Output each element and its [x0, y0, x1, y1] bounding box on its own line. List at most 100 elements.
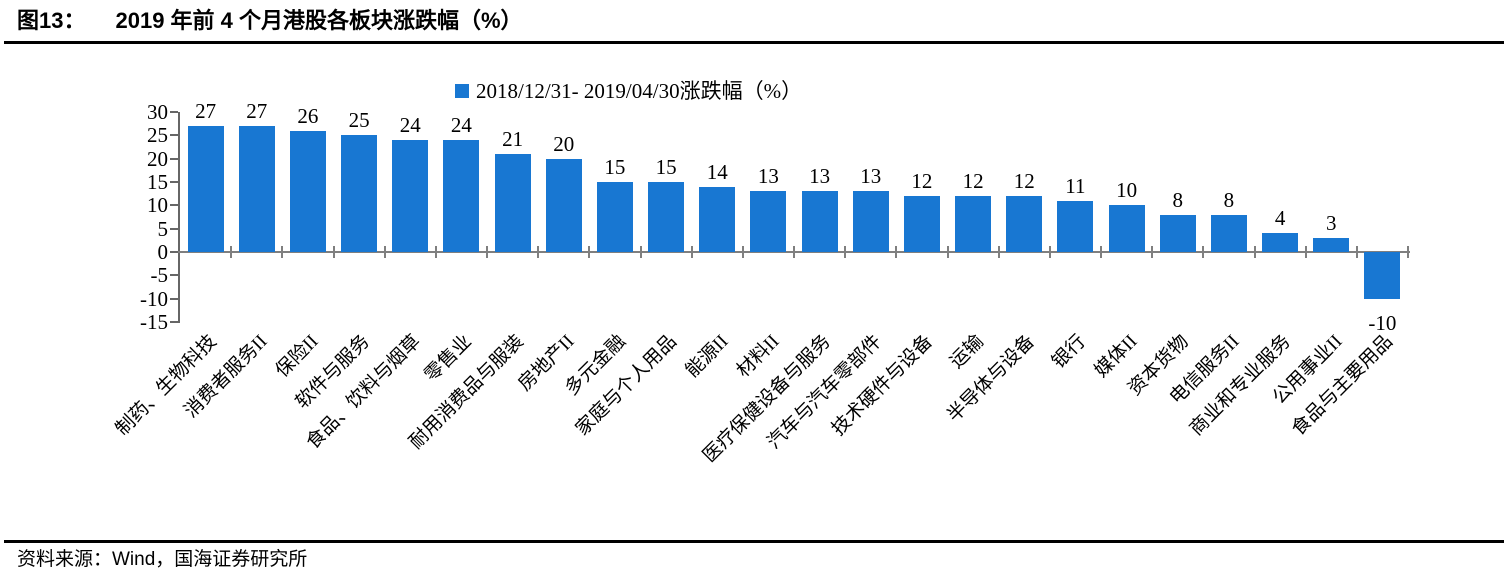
bar [1313, 238, 1350, 252]
x-axis-tick [895, 246, 898, 258]
legend-label: 2018/12/31- 2019/04/30涨跌幅（%） [476, 79, 803, 103]
bar-value-label: 13 [809, 164, 831, 189]
y-axis-tick [170, 274, 178, 277]
x-axis-tick [1100, 246, 1102, 258]
x-axis-tick [639, 246, 642, 258]
chart-legend: 2018/12/31- 2019/04/30涨跌幅（%） [455, 79, 802, 103]
bar-value-label: 26 [297, 103, 319, 128]
y-tick-label: 15 [147, 170, 168, 194]
bar [596, 182, 633, 252]
y-tick-label: -15 [140, 310, 168, 334]
footer-divider [4, 540, 1504, 543]
x-category-label: 银行 [1048, 331, 1091, 373]
y-axis-tick [170, 181, 178, 183]
x-axis-tick [537, 246, 540, 258]
bar [1159, 214, 1196, 252]
y-tick-label: 20 [147, 146, 168, 171]
bar-value-label: 13 [757, 164, 779, 189]
bar [1108, 205, 1145, 252]
bar [494, 154, 531, 252]
bar [955, 196, 992, 252]
x-axis-tick [1355, 246, 1358, 258]
y-axis-tick [170, 321, 178, 323]
bar [289, 130, 326, 252]
bar [1210, 214, 1247, 252]
bar [187, 126, 224, 252]
bar [699, 186, 736, 252]
x-axis-tick [486, 246, 488, 258]
y-axis-tick [170, 111, 178, 113]
y-tick-label: 10 [147, 193, 168, 218]
bar-value-label: 13 [860, 164, 882, 189]
bar-value-label: 10 [1116, 178, 1138, 203]
x-axis-tick [434, 246, 437, 258]
x-axis-tick [1048, 246, 1051, 258]
bar-value-label: 24 [450, 113, 472, 137]
bar [545, 158, 582, 252]
bar [1057, 200, 1094, 252]
bar-value-label: 11 [1065, 173, 1086, 198]
bar-value-label: 4 [1274, 206, 1286, 231]
y-axis-tick [170, 134, 178, 137]
bar-value-label: 15 [655, 155, 677, 179]
legend-marker-square [455, 84, 469, 98]
bar-value-label: 8 [1172, 187, 1184, 212]
bar-value-label: 12 [1013, 169, 1035, 193]
y-tick-label: 0 [157, 240, 169, 264]
header-divider [4, 41, 1504, 44]
bar [750, 191, 787, 252]
y-tick-label: 5 [157, 216, 169, 241]
x-axis-tick [383, 246, 386, 258]
y-axis-tick [170, 157, 178, 160]
bar-value-label: 8 [1223, 187, 1235, 212]
bar-value-label: -10 [1368, 310, 1397, 335]
x-axis-tick [588, 246, 591, 258]
figure-header: 图13： 2019 年前 4 个月港股各板块涨跌幅（%） [17, 7, 523, 35]
x-axis-tick [844, 246, 847, 258]
y-axis-tick [170, 227, 178, 230]
x-axis-tick [997, 246, 1000, 258]
figure-title: 2019 年前 4 个月港股各板块涨跌幅（%） [115, 8, 523, 33]
bar-value-label: 3 [1326, 211, 1337, 235]
bar-value-label: 14 [706, 159, 728, 184]
x-axis-tick [1151, 246, 1154, 258]
bar [1006, 196, 1043, 252]
x-category-label: 运输 [946, 331, 988, 373]
bar-value-label: 20 [553, 131, 575, 156]
bar-value-label: 27 [246, 99, 268, 123]
bar-value-label: 15 [604, 155, 626, 179]
x-axis-tick [230, 246, 233, 258]
bar-chart-plot-area: 30 25 20 15 10 5 0 -5 -10 -15 27 27 26 25 24 24 21 20 15 15… [140, 99, 1410, 335]
bar-value-label: 12 [962, 169, 984, 193]
x-axis-tick [1253, 246, 1256, 258]
figure-number: 图13： [17, 8, 86, 33]
bar-value-label: 21 [502, 127, 524, 151]
bar-value-label: 12 [911, 169, 933, 193]
y-tick-label: -5 [150, 263, 169, 288]
x-axis-category-labels: 制药、生物科技 消费者服务II 保险II 软件与服务 食品、饮料与烟草 零售业 耐用消费品与… [112, 331, 1408, 541]
bar [1262, 233, 1299, 252]
bar-value-label: 25 [348, 108, 370, 133]
bar [341, 135, 378, 252]
y-axis-tick [170, 204, 178, 207]
x-axis-tick [332, 246, 335, 258]
x-axis-tick [1407, 246, 1409, 258]
x-axis-tick [281, 246, 284, 258]
y-axis-line [178, 112, 180, 323]
bar [801, 191, 838, 252]
bar [648, 182, 685, 252]
x-axis-tick [690, 246, 693, 258]
x-category-label: 能源II [681, 331, 733, 382]
y-axis-tick [170, 297, 178, 300]
y-tick-label: 25 [147, 123, 168, 148]
x-axis-tick [946, 246, 949, 258]
y-tick-label: 30 [147, 100, 168, 124]
bar [392, 140, 429, 252]
y-tick-label: -10 [140, 286, 168, 311]
bar [903, 196, 940, 252]
bar [1364, 252, 1401, 299]
x-axis-tick [793, 246, 795, 258]
x-axis-tick [741, 246, 744, 258]
x-axis-tick [1202, 246, 1205, 258]
